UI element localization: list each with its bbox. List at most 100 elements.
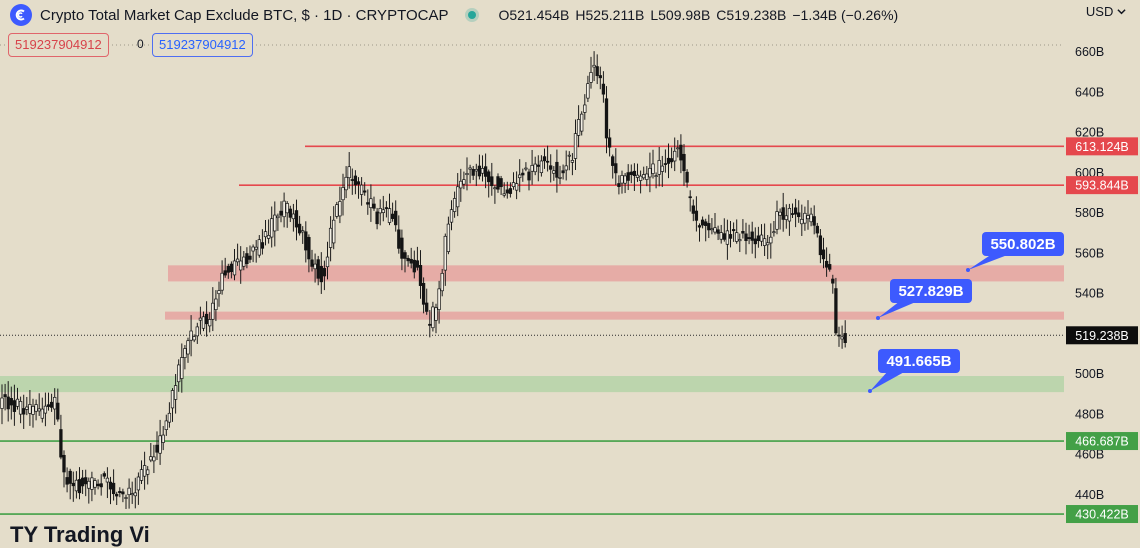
indicator-value-blue[interactable]: 519237904912: [152, 33, 253, 57]
candle-body: [378, 208, 382, 214]
candle-body: [645, 173, 649, 180]
candle-body: [446, 223, 451, 252]
candle-body: [124, 497, 128, 499]
candle-body: [96, 483, 100, 487]
candle-body: [669, 158, 674, 163]
callout-anchor: [966, 268, 970, 272]
candle-body: [46, 404, 51, 407]
candle-body: [239, 260, 243, 271]
y-tick-label: 540B: [1075, 287, 1104, 301]
candle-body: [713, 227, 717, 233]
price-callout: 491.665B: [868, 349, 960, 393]
candle-body: [406, 257, 410, 262]
price-callout: 527.829B: [876, 279, 972, 320]
callout-anchor: [868, 389, 872, 393]
candle-body: [136, 476, 141, 491]
candle-body: [409, 258, 413, 264]
candle-body: [797, 212, 801, 218]
candle-body: [623, 175, 627, 184]
candle-body: [828, 264, 832, 270]
candle-body: [583, 104, 587, 113]
candle-body: [769, 236, 773, 244]
candle-body: [704, 221, 708, 226]
candle-body: [177, 364, 181, 383]
candle-body: [263, 231, 268, 238]
candle-body: [629, 171, 633, 175]
candle-body: [682, 153, 686, 172]
candle-body: [319, 266, 323, 283]
candle-body: [276, 215, 280, 219]
candle-body: [521, 172, 525, 176]
candle-body: [452, 198, 457, 212]
candle-body: [586, 83, 590, 99]
callout-pointer: [870, 371, 906, 391]
candle-body: [328, 227, 333, 248]
candle-body: [505, 189, 509, 194]
market-status-dot: [468, 11, 477, 19]
candle-body: [68, 470, 72, 484]
candle-body: [611, 156, 615, 166]
candle-body: [74, 479, 79, 492]
candle-body: [620, 175, 624, 184]
candle-body: [471, 169, 475, 176]
candle-body: [164, 420, 168, 430]
candle-body: [6, 396, 10, 410]
candle-body: [428, 323, 432, 326]
candle-body: [363, 190, 367, 193]
candle-body: [666, 157, 671, 164]
candle-body: [511, 182, 516, 188]
symbol-title[interactable]: Crypto Total Market Cap Exclude BTC, $ ·…: [40, 6, 449, 24]
candle-body: [762, 238, 767, 246]
candle-body: [573, 133, 578, 159]
candle-body: [332, 219, 336, 244]
candle-body: [539, 160, 544, 174]
y-tick-label: 580B: [1075, 206, 1104, 220]
candle-body: [372, 203, 376, 209]
candle-body: [180, 357, 184, 379]
zone-band: [0, 376, 1064, 393]
watermark-text: TY Trading Vi: [10, 522, 150, 547]
candle-body: [642, 174, 646, 179]
candle-body: [80, 477, 85, 487]
candle-body: [369, 198, 373, 208]
candle-body: [518, 174, 522, 179]
candle-body: [800, 218, 804, 225]
indicator-separator: 0: [137, 37, 144, 51]
candle-body: [118, 491, 122, 494]
ohlc-close: C519.238B: [716, 7, 787, 23]
currency-label: USD: [1085, 4, 1114, 19]
indicator-value-red[interactable]: 519237904912: [8, 33, 109, 57]
candle-body: [384, 207, 389, 209]
candle-body: [728, 234, 733, 239]
candle-body: [685, 171, 689, 183]
candle-body: [359, 184, 364, 195]
candle-body: [400, 237, 404, 259]
candle-body: [614, 163, 618, 174]
candle-body: [130, 493, 134, 496]
candle-body: [815, 225, 819, 234]
candle-body: [201, 316, 206, 329]
callout-box: [878, 349, 960, 373]
candle-body: [617, 183, 621, 187]
candle-body: [167, 412, 172, 423]
candle-body: [598, 75, 602, 79]
price-chart[interactable]: 550.802B 527.829B 491.665B 440B 460B 480B 500B…: [0, 0, 1140, 534]
candle-body: [536, 164, 540, 167]
candle-body: [84, 477, 88, 485]
candle-body: [824, 260, 829, 268]
candle-body: [487, 171, 491, 183]
candle-body: [397, 229, 401, 249]
candle-body: [301, 230, 305, 233]
callout-pointer: [968, 254, 1010, 270]
candle-body: [192, 336, 196, 341]
currency-selector[interactable]: USD: [1086, 4, 1126, 19]
level-label-box: [1066, 505, 1138, 524]
candle-body: [530, 165, 534, 172]
candle-body: [459, 180, 463, 189]
candle-body: [43, 405, 48, 414]
candle-body: [338, 201, 342, 217]
last-price-box: [1066, 326, 1138, 345]
candle-body: [592, 64, 596, 68]
candle-body: [142, 465, 147, 477]
candle-body: [304, 231, 308, 251]
